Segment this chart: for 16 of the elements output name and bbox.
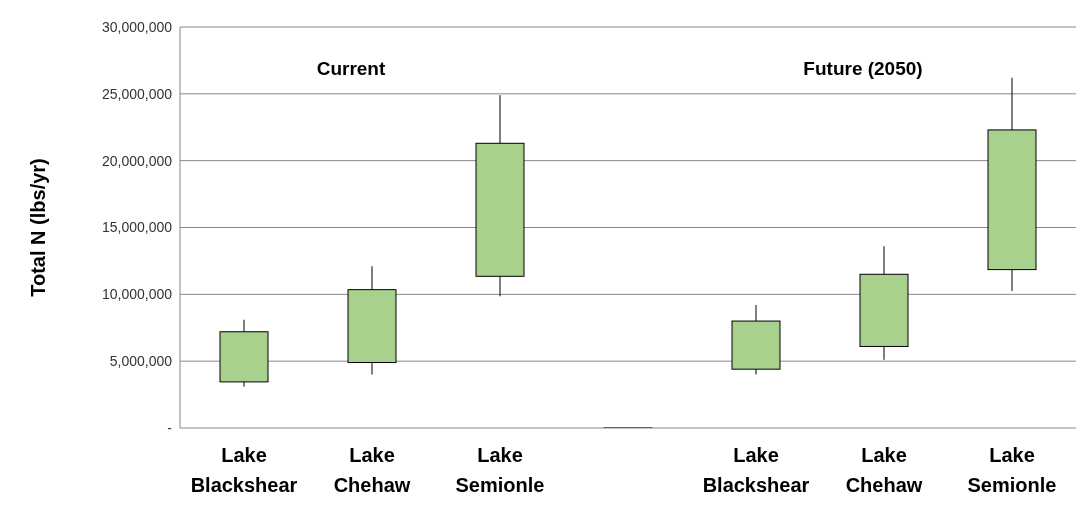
y-tick-label: 15,000,000	[101, 219, 173, 236]
y-tick-label: 20,000,000	[101, 152, 173, 169]
y-tick-label: 25,000,000	[101, 85, 173, 102]
x-tick-label: Lake Blackshear	[190, 444, 298, 496]
x-tick-label: Lake Semionle	[967, 444, 1057, 496]
annotation: Current	[316, 58, 386, 80]
y-tick-label: 5,000,000	[109, 353, 173, 370]
x-tick-label: Lake Chehaw	[845, 444, 923, 496]
x-tick-label: Lake Chehaw	[333, 444, 411, 496]
y-tick-label: 10,000,000	[101, 286, 173, 303]
x-tick-label: Lake Semionle	[455, 444, 545, 496]
annotation: Future (2050)	[803, 58, 923, 80]
y-tick-label: 30,000,000	[101, 18, 173, 35]
x-tick-label: Lake Blackshear	[702, 444, 810, 496]
y-tick-label: -	[167, 419, 173, 436]
y-axis-title: Total N (lbs/yr)	[27, 158, 50, 297]
